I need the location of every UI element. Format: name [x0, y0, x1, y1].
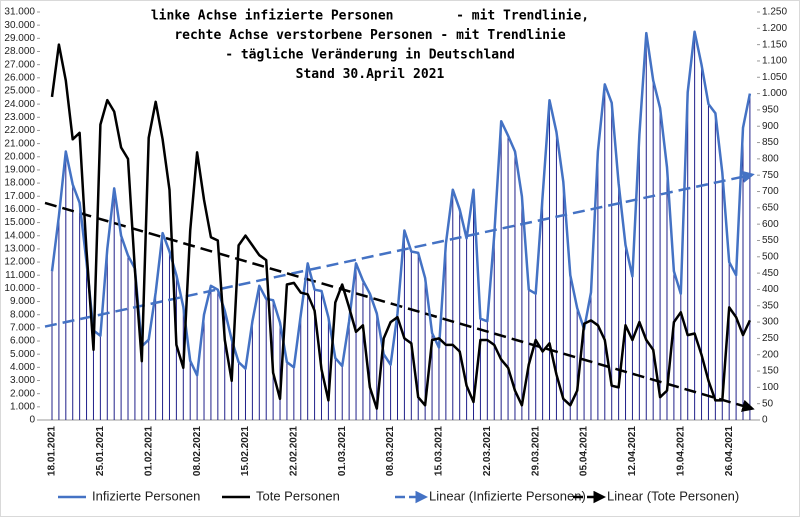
y2-tick-label: 300 — [762, 317, 779, 328]
y-tick-label: 22.000 — [4, 125, 35, 136]
x-tick-label: 05.04.2021 — [579, 426, 590, 476]
y2-tick-label: 0 — [762, 415, 768, 426]
y2-tick-label: 1.250 — [762, 7, 787, 18]
y2-tick-label: 350 — [762, 300, 779, 311]
y2-tick-label: 850 — [762, 137, 779, 148]
y-tick-label: 5.000 — [10, 349, 35, 360]
x-tick-label: 15.02.2021 — [240, 426, 251, 476]
y2-tick-label: 1.000 — [762, 88, 787, 99]
y-tick-label: 11.000 — [5, 270, 35, 281]
y2-tick-label: 800 — [762, 154, 779, 165]
y-tick-label: 28.000 — [4, 46, 35, 57]
y-tick-label: 1.000 — [10, 401, 35, 412]
y2-tick-label: 1.150 — [762, 39, 787, 50]
y-tick-label: 7.000 — [10, 323, 35, 334]
y2-tick-label: 1.050 — [762, 72, 787, 83]
y-tick-label: 14.000 — [4, 230, 35, 241]
y-tick-label: 31.000 — [4, 7, 35, 18]
x-tick-label: 01.02.2021 — [143, 426, 154, 476]
legend-label: Linear (Tote Personen) — [607, 488, 739, 503]
y-tick-label: 2.000 — [10, 388, 35, 399]
x-tick-label: 22.02.2021 — [288, 426, 299, 476]
x-tick-label: 19.04.2021 — [675, 426, 686, 476]
y2-tick-label: 950 — [762, 105, 779, 116]
y-tick-label: 8.000 — [10, 309, 35, 320]
chart-title: - tägliche Veränderung in Deutschland — [225, 48, 515, 63]
y-tick-label: 4.000 — [10, 362, 35, 373]
y-tick-label: 12.000 — [4, 257, 35, 268]
y-tick-label: 0 — [29, 415, 35, 426]
y-tick-label: 30.000 — [4, 20, 35, 31]
chart-title: Stand 30.April 2021 — [296, 67, 445, 82]
y2-tick-label: 500 — [762, 251, 779, 262]
y2-tick-label: 200 — [762, 349, 779, 360]
y2-tick-label: 600 — [762, 219, 779, 230]
series-line — [50, 30, 752, 377]
x-tick-label: 18.01.2021 — [47, 426, 58, 476]
y-tick-label: 26.000 — [4, 72, 35, 83]
y2-tick-label: 100 — [762, 382, 779, 393]
y2-tick-label: 150 — [762, 366, 779, 377]
x-tick-label: 15.03.2021 — [434, 426, 445, 476]
x-tick-label: 29.03.2021 — [530, 426, 541, 476]
y-tick-label: 29.000 — [4, 33, 35, 44]
y-tick-label: 9.000 — [10, 296, 35, 307]
y-tick-label: 24.000 — [4, 99, 35, 110]
x-tick-label: 12.04.2021 — [627, 426, 638, 476]
series-line — [50, 43, 752, 410]
trendline — [44, 170, 755, 328]
y-tick-label: 15.000 — [4, 217, 35, 228]
x-tick-label: 25.01.2021 — [95, 426, 106, 476]
y-tick-label: 13.000 — [4, 244, 35, 255]
y2-tick-label: 1.200 — [762, 23, 787, 34]
y2-tick-label: 250 — [762, 333, 779, 344]
x-tick-label: 08.02.2021 — [192, 426, 203, 476]
y2-tick-label: 550 — [762, 235, 779, 246]
x-tick-label: 01.03.2021 — [337, 426, 348, 476]
y2-tick-label: 900 — [762, 121, 779, 132]
y-tick-label: 21.000 — [4, 138, 35, 149]
y2-tick-label: 400 — [762, 284, 779, 295]
y-tick-label: 20.000 — [4, 151, 35, 162]
y2-tick-label: 750 — [762, 170, 779, 181]
y-tick-label: 23.000 — [4, 112, 35, 123]
y-tick-label: 18.000 — [4, 178, 35, 189]
y2-tick-label: 450 — [762, 268, 779, 279]
y-tick-label: 6.000 — [10, 336, 35, 347]
legend-label: Linear (Infizierte Personen) — [429, 488, 586, 503]
chart-title: linke Achse infizierte Personen - mit Tr… — [151, 9, 589, 24]
y2-tick-label: 50 — [762, 398, 774, 409]
x-tick-label: 08.03.2021 — [385, 426, 396, 476]
x-tick-label: 26.04.2021 — [724, 426, 735, 476]
y2-tick-label: 700 — [762, 186, 779, 197]
y-tick-label: 10.000 — [4, 283, 35, 294]
y-tick-label: 17.000 — [4, 191, 35, 202]
y-tick-label: 19.000 — [4, 165, 35, 176]
y-tick-label: 27.000 — [4, 59, 35, 70]
chart-title: rechte Achse verstorbene Personen - mit … — [174, 28, 566, 43]
legend-label: Tote Personen — [256, 488, 340, 503]
x-tick-label: 22.03.2021 — [482, 426, 493, 476]
y-tick-label: 25.000 — [4, 86, 35, 97]
y2-tick-label: 1.100 — [762, 56, 787, 67]
legend-label: Infizierte Personen — [92, 488, 200, 503]
y-tick-label: 3.000 — [10, 375, 35, 386]
y-tick-label: 16.000 — [4, 204, 35, 215]
y2-tick-label: 650 — [762, 202, 779, 213]
